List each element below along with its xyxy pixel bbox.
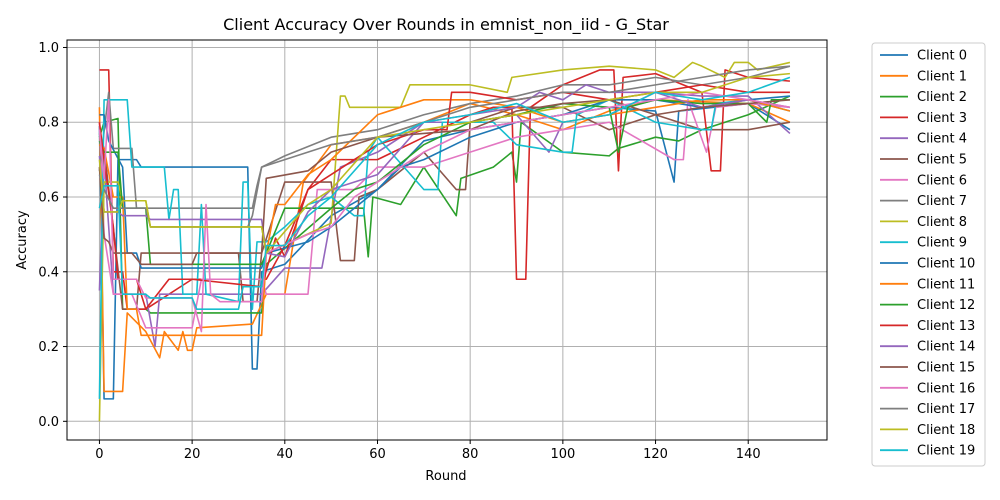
y-tick-label: 0.0 [38,415,59,430]
legend-label: Client 18 [917,423,975,438]
legend-entry: Client 5 [880,153,967,168]
y-tick-label: 0.4 [38,265,59,280]
x-tick-label: 60 [369,447,386,462]
legend-entry: Client 15 [880,361,975,376]
legend-label: Client 4 [917,132,967,147]
legend-label: Client 19 [917,444,975,459]
y-tick-label: 0.2 [38,340,59,355]
legend-label: Client 1 [917,69,967,84]
legend-entry: Client 3 [880,111,967,126]
series-line-client-11 [98,99,791,337]
legend-label: Client 11 [917,277,975,292]
x-tick-label: 140 [736,447,761,462]
series-line-client-5 [98,106,791,310]
x-ticks: 0 20 40 60 80 100 120 140 [95,440,761,462]
legend-label: Client 15 [917,361,975,376]
legend-entry: Client 12 [880,298,975,313]
legend-label: Client 14 [917,340,975,355]
legend-entry: Client 7 [880,194,967,209]
y-tick-label: 0.6 [38,191,59,206]
legend-entry: Client 6 [880,173,967,188]
legend-entry: Client 17 [880,402,975,417]
legend-label: Client 9 [917,236,967,251]
legend-entry: Client 2 [880,90,967,105]
legend-entry: Client 16 [880,381,975,396]
legend-entry: Client 19 [880,444,975,459]
x-tick-label: 0 [95,447,103,462]
series-line-client-15 [98,99,791,266]
legend-label: Client 13 [917,319,975,334]
x-tick-label: 100 [550,447,575,462]
series-line-client-6 [98,99,791,329]
legend-entry: Client 4 [880,132,967,147]
legend-label: Client 12 [917,298,975,313]
legend-label: Client 6 [917,173,967,188]
y-axis-label: Accuracy [15,210,30,270]
legend-entry: Client 13 [880,319,975,334]
series-line-client-14 [98,84,791,258]
legend-entry: Client 10 [880,257,975,272]
legend-entry: Client 9 [880,236,967,251]
legend-entry: Client 1 [880,69,967,84]
series-line-client-19 [98,76,791,310]
plot-lines [98,61,791,422]
x-tick-label: 120 [643,447,668,462]
x-tick-label: 20 [184,447,201,462]
legend-label: Client 10 [917,257,975,272]
y-ticks: 0.0 0.2 0.4 0.6 0.8 1.0 [38,41,67,430]
legend-entry: Client 14 [880,340,975,355]
legend-entry: Client 18 [880,423,975,438]
legend-label: Client 7 [917,194,967,209]
series-line-client-18 [98,72,791,254]
plot-frame [66,39,828,441]
series-line-client-17 [98,65,791,228]
series-line-client-10 [99,95,791,269]
legend-label: Client 8 [917,215,967,230]
y-tick-label: 0.8 [38,116,59,131]
series-line-client-7 [98,65,791,210]
legend-entry: Client 0 [880,49,967,64]
series-line-client-9 [98,99,791,399]
x-tick-label: 40 [277,447,294,462]
legend-entry: Client 8 [880,215,967,230]
legend-entry: Client 11 [880,277,975,292]
legend-label: Client 17 [917,402,975,417]
legend-label: Client 3 [917,111,967,126]
legend-label: Client 16 [917,381,975,396]
legend-label: Client 5 [917,153,967,168]
legend-box [871,42,986,467]
chart-title: Client Accuracy Over Rounds in emnist_no… [223,15,669,35]
legend-label: Client 0 [917,49,967,64]
x-tick-label: 80 [462,447,479,462]
y-tick-label: 1.0 [38,41,59,56]
legend-label: Client 2 [917,90,967,105]
x-axis-label: Round [425,469,466,484]
legend: Client 0 Client 1 Client 2 Client 3 Client 4… [871,42,986,467]
